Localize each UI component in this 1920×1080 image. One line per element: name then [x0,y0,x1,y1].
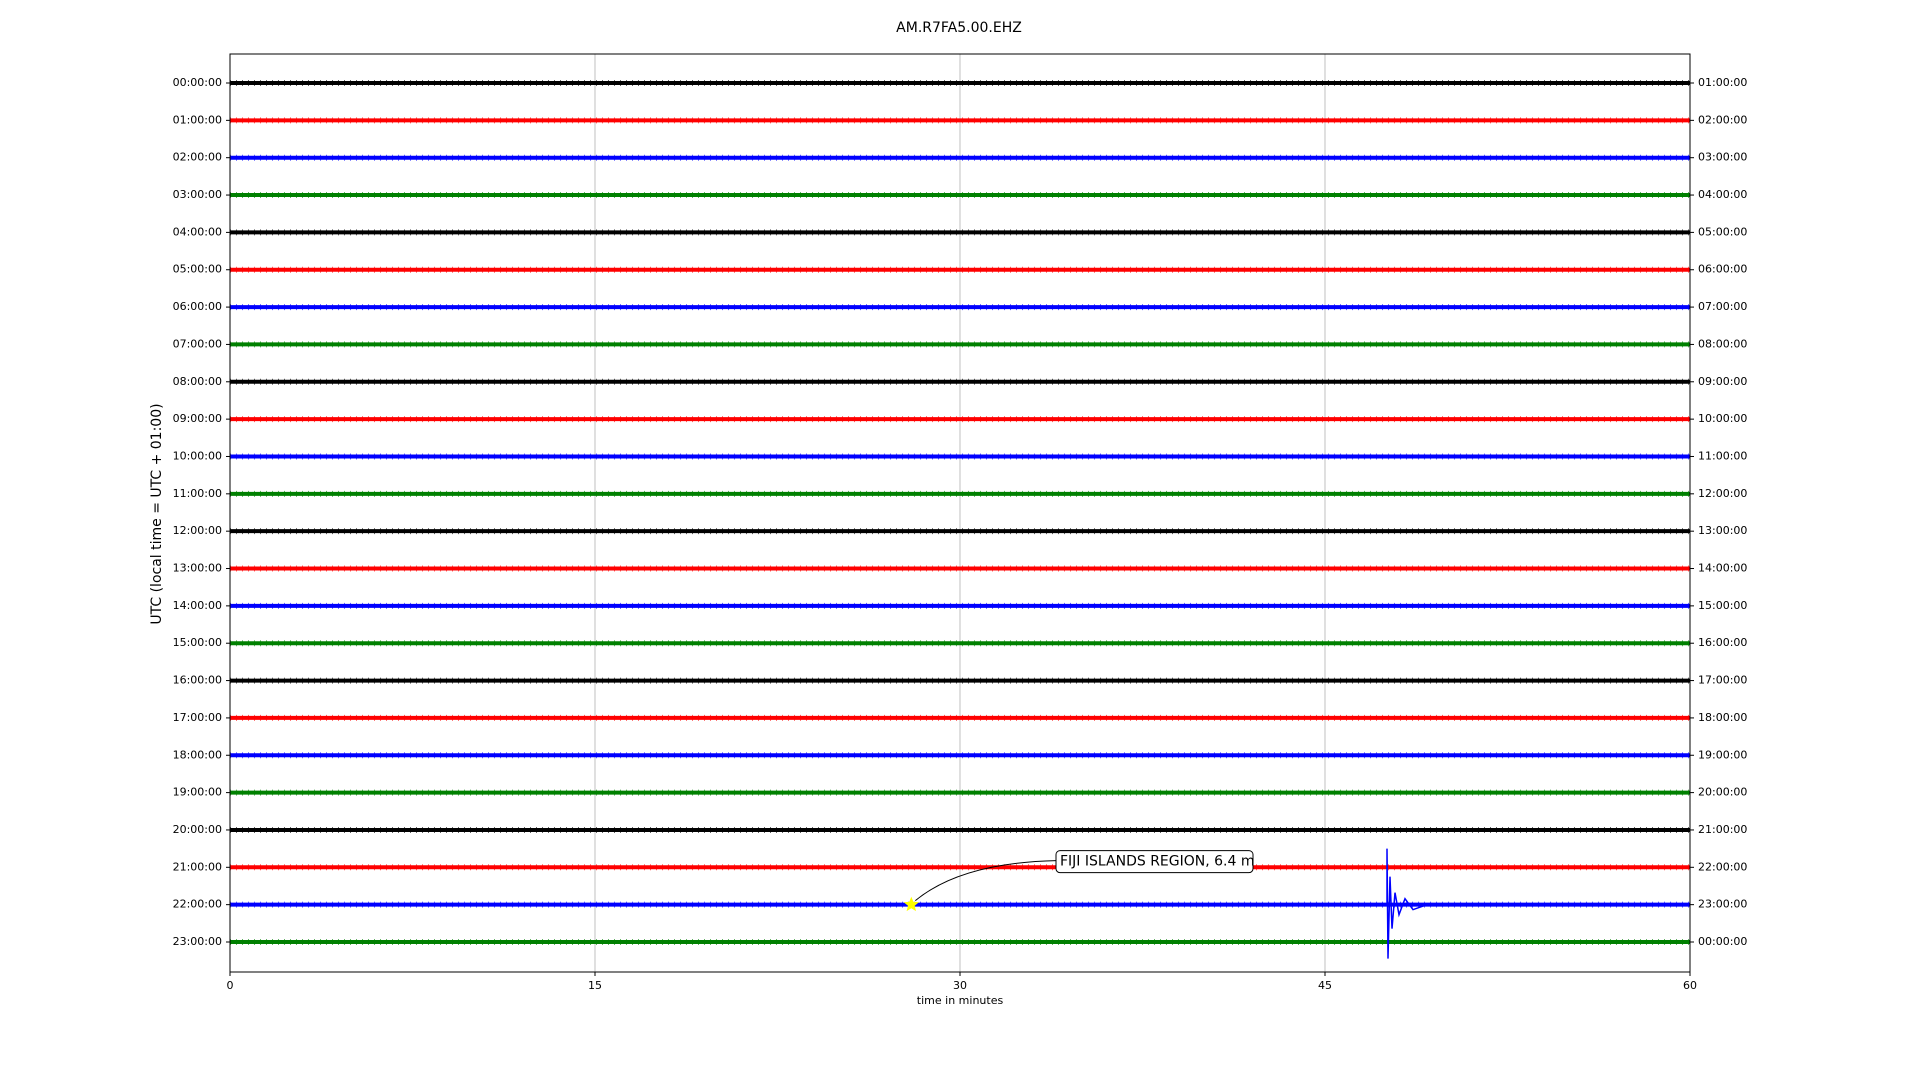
y-tick-label: 23:00:00 [173,935,222,948]
y-tick-label: 17:00:00 [173,711,222,724]
y2-tick-label: 08:00:00 [1698,337,1747,350]
y2-tick-label: 04:00:00 [1698,188,1747,201]
y2-tick-label: 19:00:00 [1698,748,1747,761]
annotation-text: FIJI ISLANDS REGION, 6.4 m [1060,854,1255,870]
annotation-arrow [915,860,1057,902]
plot-frame [229,53,1691,973]
y2-tick-label: 21:00:00 [1698,823,1747,836]
y2-tick-label: 09:00:00 [1698,375,1747,388]
arrival-burst [1386,848,1428,959]
y2-tick-label: 07:00:00 [1698,300,1747,313]
y-tick-label: 14:00:00 [173,599,222,612]
y-tick-label: 12:00:00 [173,524,222,537]
y-tick-label: 10:00:00 [173,449,222,462]
y2-tick-label: 06:00:00 [1698,263,1747,276]
y2-tick-label: 01:00:00 [1698,76,1747,89]
x-tick-label: 30 [953,979,967,992]
y2-tick-label: 18:00:00 [1698,711,1747,724]
y-tick-label: 08:00:00 [173,375,222,388]
y2-tick-label: 12:00:00 [1698,487,1747,500]
y2-tick-label: 22:00:00 [1698,860,1747,873]
y-tick-label: 13:00:00 [173,562,222,575]
y-tick-label: 20:00:00 [173,823,222,836]
x-tick-label: 15 [588,979,602,992]
y-tick-label: 16:00:00 [173,674,222,687]
y2-tick-label: 00:00:00 [1698,935,1747,948]
y-tick-label: 15:00:00 [173,636,222,649]
y2-tick-label: 15:00:00 [1698,599,1747,612]
y-tick-label: 04:00:00 [173,225,222,238]
y2-tick-label: 05:00:00 [1698,225,1747,238]
y-axis-label: UTC (local time = UTC + 01:00) [149,403,165,624]
y-tick-label: 07:00:00 [173,337,222,350]
y2-tick-label: 13:00:00 [1698,524,1747,537]
y2-tick-label: 14:00:00 [1698,562,1747,575]
x-tick-label: 45 [1318,979,1332,992]
x-tick-label: 60 [1683,979,1697,992]
y2-tick-label: 23:00:00 [1698,898,1747,911]
y-tick-label: 02:00:00 [173,151,222,164]
y2-tick-label: 20:00:00 [1698,786,1747,799]
annotation-box [1055,850,1254,874]
y-tick-label: 09:00:00 [173,412,222,425]
y2-tick-label: 10:00:00 [1698,412,1747,425]
y-tick-label: 03:00:00 [173,188,222,201]
y-tick-label: 18:00:00 [173,748,222,761]
chart-title: AM.R7FA5.00.EHZ [896,20,1022,36]
y-tick-label: 22:00:00 [173,898,222,911]
y-tick-label: 11:00:00 [173,487,222,500]
y2-tick-label: 03:00:00 [1698,151,1747,164]
x-axis-label: time in minutes [917,994,1004,1007]
y2-tick-label: 02:00:00 [1698,113,1747,126]
y2-tick-label: 16:00:00 [1698,636,1747,649]
y-tick-label: 00:00:00 [173,76,222,89]
y2-tick-label: 11:00:00 [1698,449,1747,462]
y-tick-label: 05:00:00 [173,263,222,276]
x-tick-label: 0 [227,979,234,992]
y-tick-label: 21:00:00 [173,860,222,873]
y-tick-label: 19:00:00 [173,786,222,799]
y-tick-label: 06:00:00 [173,300,222,313]
event-marker [903,896,919,912]
y2-tick-label: 17:00:00 [1698,674,1747,687]
y-tick-label: 01:00:00 [173,113,222,126]
